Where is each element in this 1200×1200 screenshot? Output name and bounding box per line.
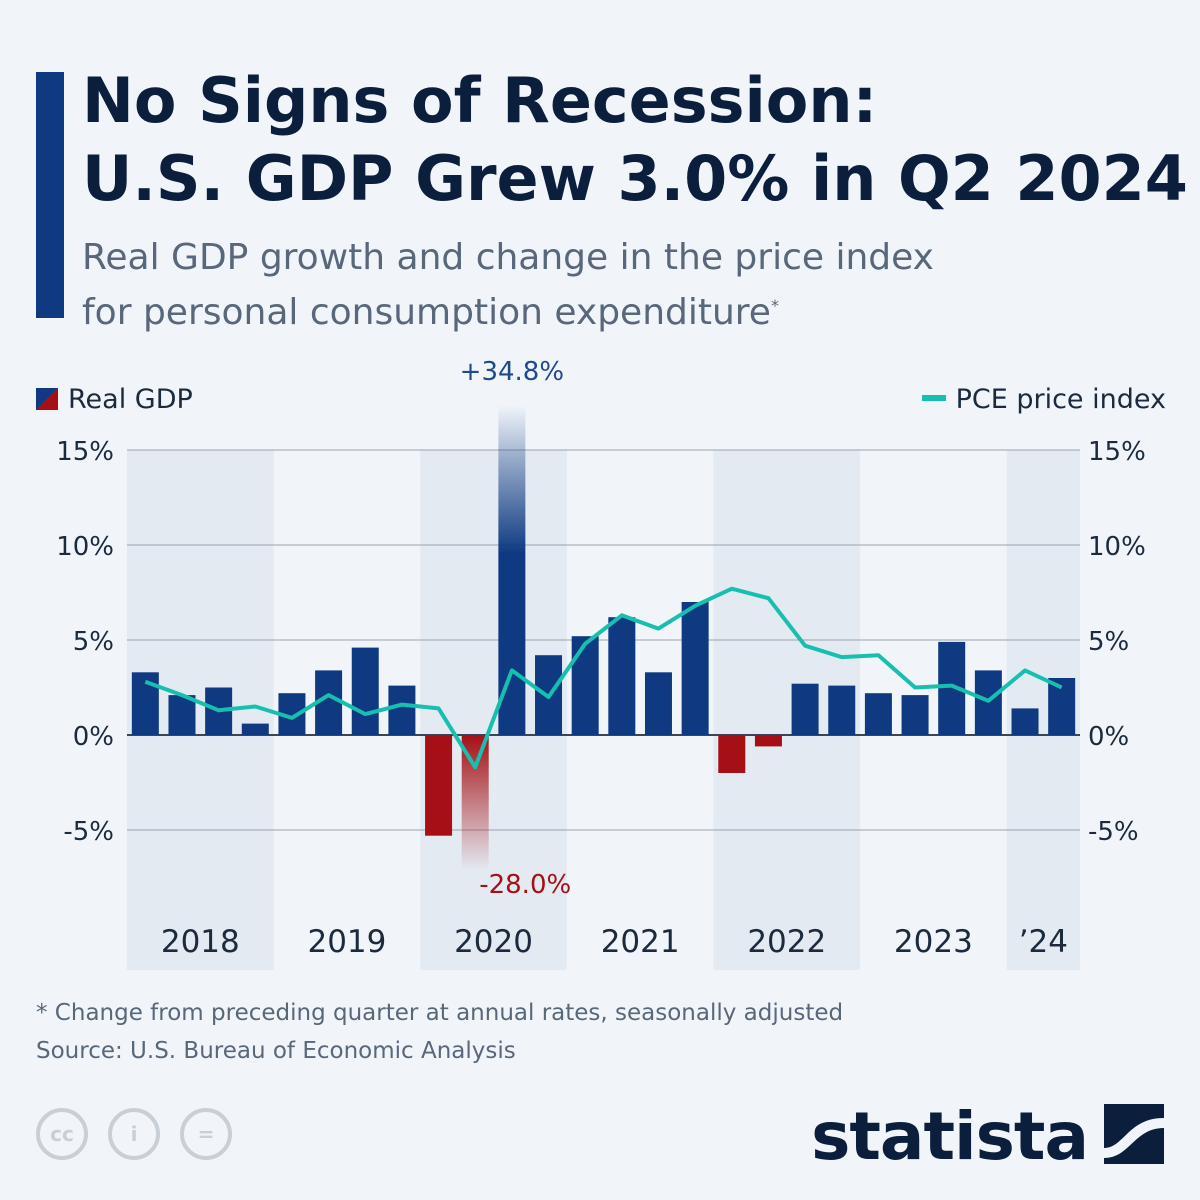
gdp-bar [351,647,379,735]
page-title: No Signs of Recession: U.S. GDP Grew 3.0%… [82,62,1188,218]
gdp-bar [791,683,819,735]
y-tick-left: -5% [63,817,114,847]
y-tick-left: 15% [56,437,114,467]
gdp-bar [1011,708,1039,735]
gdp-bar [608,617,636,735]
gdp-bar [828,685,856,735]
title-line-2: U.S. GDP Grew 3.0% in Q2 2024 [82,142,1188,215]
y-tick-left: 5% [73,627,114,657]
footnote: * Change from preceding quarter at annua… [36,1000,844,1026]
legend-gdp-label: Real GDP [68,384,193,415]
no-derivatives-icon: = [180,1108,232,1160]
gdp-bar [131,672,159,735]
accent-bar [36,72,64,318]
statista-logo: statista [811,1098,1089,1175]
legend-gdp: Real GDP [36,384,193,415]
y-tick-left: 0% [73,722,114,752]
y-tick-right: 0% [1088,722,1129,752]
y-tick-left: 10% [56,532,114,562]
title-line-1: No Signs of Recession: [82,64,878,137]
subtitle-line-1: Real GDP growth and change in the price … [82,237,934,278]
gdp-bar [644,672,672,735]
y-tick-right: 10% [1088,532,1146,562]
year-label: 2023 [894,924,973,960]
y-tick-right: 15% [1088,437,1146,467]
year-label: 2020 [454,924,533,960]
y-tick-right: 5% [1088,627,1129,657]
pce-line [144,586,1063,770]
year-label: 2022 [747,924,826,960]
year-label: 2019 [307,924,386,960]
attribution-icon: i [108,1108,160,1160]
gdp-bar [754,735,782,747]
gdp-bar [718,735,746,773]
year-label: ’24 [1019,924,1068,960]
subtitle-line-2: for personal consumption expenditure [82,292,771,333]
subtitle: Real GDP growth and change in the price … [82,234,934,337]
statista-logo-mark [1104,1104,1164,1164]
gdp-bar [498,405,526,735]
gdp-bar [461,735,489,870]
subtitle-mark: * [770,296,779,315]
annotation-peak: +34.8% [460,357,564,387]
gdp-bar [901,695,929,735]
legend-pce: PCE price index [921,384,1166,415]
gdp-bar [864,693,892,735]
gdp-bar [681,602,709,735]
y-tick-right: -5% [1088,817,1139,847]
gdp-bar [388,685,416,735]
gdp-bar [168,695,196,735]
cc-icon: cc [36,1108,88,1160]
year-label: 2021 [601,924,680,960]
gdp-bar [571,636,599,735]
year-label: 2018 [161,924,240,960]
source: Source: U.S. Bureau of Economic Analysis [36,1038,516,1064]
gdp-legend-icon [36,388,58,410]
annotation-trough: -28.0% [479,870,571,900]
legend-pce-label: PCE price index [955,384,1166,415]
gdp-bar [425,735,453,836]
pce-legend-icon [921,395,946,401]
gdp-bar [241,723,269,735]
